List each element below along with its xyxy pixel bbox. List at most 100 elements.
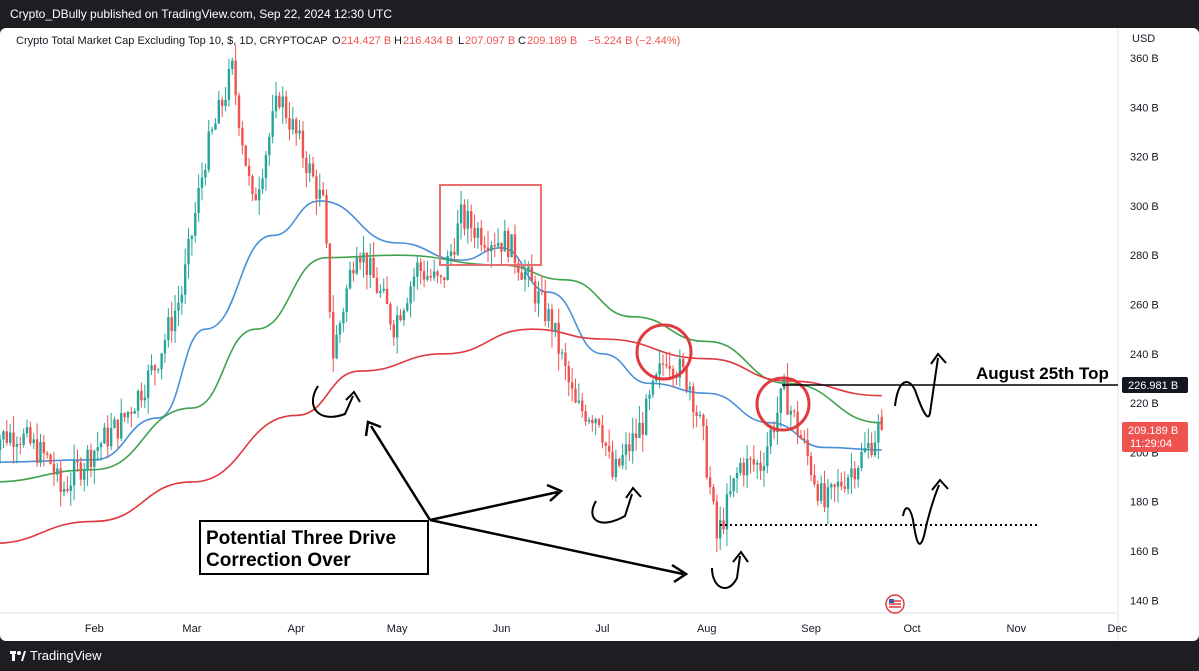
candle-body <box>345 288 348 312</box>
price-tick-label: 220 B <box>1130 398 1159 410</box>
candle-body <box>365 252 369 275</box>
footer-brand[interactable]: TradingView <box>30 648 102 663</box>
time-tick-label: Oct <box>903 623 920 635</box>
candle-body <box>130 411 133 414</box>
candle-body <box>490 245 493 252</box>
time-tick-label: Jul <box>595 623 609 635</box>
tradingview-logo-icon[interactable] <box>10 649 26 663</box>
candle-body <box>247 165 251 177</box>
candle-body <box>469 211 473 229</box>
candle-body <box>739 462 742 473</box>
candle-body <box>261 178 264 190</box>
us-flag-icon[interactable] <box>885 594 905 614</box>
level-price-tag-text: 226.981 B <box>1128 380 1178 392</box>
candle-body <box>268 136 271 156</box>
candle-body <box>25 427 29 434</box>
candle-body <box>819 483 823 501</box>
candle-body <box>877 422 880 443</box>
candle-body <box>776 412 779 433</box>
candle-body <box>116 419 120 439</box>
candle-body <box>466 211 470 229</box>
candle-body <box>355 257 358 274</box>
candle-body <box>422 271 426 280</box>
candle-body <box>510 234 513 258</box>
candle-body <box>432 271 436 278</box>
candle-body <box>32 439 35 444</box>
three-drive-label-line2: Correction Over <box>206 550 351 571</box>
candle-body <box>305 157 308 174</box>
candle-body <box>160 353 163 370</box>
candle-body <box>873 442 877 456</box>
candle-body <box>459 204 463 224</box>
candle-body <box>227 69 231 100</box>
candle-body <box>19 443 22 445</box>
candle-body <box>143 397 146 401</box>
candle-body <box>507 230 510 258</box>
candle-body <box>157 369 160 371</box>
candle-body <box>412 276 416 287</box>
price-tick-label: 180 B <box>1130 497 1159 509</box>
candle-body <box>826 487 830 508</box>
candle-body <box>419 262 422 272</box>
legend-high-label: H <box>394 35 402 47</box>
candle-body <box>836 481 840 487</box>
candle-body <box>480 227 483 246</box>
candle-body <box>197 187 200 214</box>
candle-body <box>698 414 702 416</box>
candle-body <box>850 468 853 478</box>
candle-body <box>446 255 449 281</box>
price-tick-label: 320 B <box>1130 152 1159 164</box>
time-tick-label: Sep <box>801 623 821 635</box>
publish-info: Crypto_DBully published on TradingView.c… <box>0 0 1199 28</box>
candle-body <box>83 469 86 480</box>
candle-body <box>870 442 873 456</box>
candle-body <box>745 458 749 476</box>
drive-arrowhead-1 <box>364 420 382 437</box>
candle-body <box>15 443 19 447</box>
candle-body <box>560 352 564 354</box>
candle-body <box>550 309 554 332</box>
candle-body <box>587 419 591 422</box>
candle-body <box>688 386 692 391</box>
candle-body <box>35 439 39 463</box>
time-tick-label: Nov <box>1007 623 1027 635</box>
candle-body <box>715 501 719 539</box>
candle-body <box>816 484 819 501</box>
candle-body <box>668 365 671 369</box>
candle-body <box>651 380 655 395</box>
candle-body <box>796 411 799 436</box>
bounce-curve-3 <box>711 555 741 590</box>
price-chart[interactable]: Crypto Total Market Cap Excluding Top 10… <box>0 28 1199 641</box>
candle-body <box>661 363 665 365</box>
bounce-curve-1 <box>312 385 354 418</box>
drive-arrowhead-3 <box>671 563 689 584</box>
candle-body <box>671 368 675 377</box>
candle-body <box>473 228 476 238</box>
legend-close-label: C <box>518 35 526 47</box>
candle-body <box>584 411 587 422</box>
legend-open-label: O <box>332 35 341 47</box>
candle-body <box>220 99 224 106</box>
candle-body <box>631 433 634 452</box>
candle-body <box>604 442 607 446</box>
candle-body <box>557 322 560 354</box>
candle-body <box>200 177 204 188</box>
august-top-label: August 25th Top <box>976 364 1109 383</box>
candle-body <box>375 277 379 293</box>
candle-body <box>544 291 547 322</box>
candle-body <box>214 123 217 130</box>
candle-body <box>210 129 214 132</box>
candle-body <box>352 269 355 274</box>
candle-body <box>658 363 661 375</box>
candle-body <box>106 427 109 447</box>
candle-body <box>79 462 83 480</box>
time-tick-label: May <box>387 623 408 635</box>
chart-panel[interactable]: Crypto Total Market Cap Excluding Top 10… <box>0 28 1199 641</box>
candle-body <box>517 263 520 273</box>
candle-body <box>224 99 227 106</box>
candle-body <box>702 414 705 427</box>
candle-body <box>786 376 789 415</box>
candle-body <box>258 189 261 201</box>
candle-body <box>153 365 157 371</box>
candle-body <box>39 442 42 463</box>
